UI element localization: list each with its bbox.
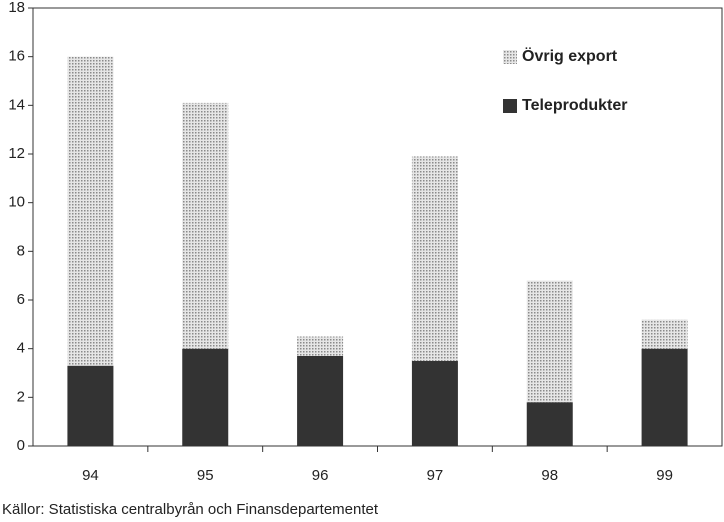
y-tick-label: 2 — [17, 388, 25, 405]
x-tick-label: 95 — [197, 467, 214, 484]
bar-segment — [297, 336, 344, 356]
bar-segment — [526, 402, 573, 446]
plot-frame — [32, 7, 723, 447]
legend-swatch — [503, 99, 517, 113]
bar-segment — [182, 102, 229, 349]
legend-label: Teleprodukter — [522, 97, 628, 114]
y-tick-label: 14 — [8, 96, 25, 113]
y-tick-label: 10 — [8, 194, 25, 211]
bar-segment — [411, 156, 458, 361]
bar-segment — [641, 319, 688, 349]
legend-swatch — [503, 50, 517, 64]
y-tick-label: 4 — [17, 340, 25, 357]
y-tick-label: 12 — [8, 145, 25, 162]
bar-segment — [67, 56, 114, 366]
bar-segment — [297, 355, 344, 446]
y-tick-label: 0 — [17, 437, 25, 454]
legend: Övrig export Teleprodukter — [503, 46, 628, 114]
x-tick-label: 99 — [656, 467, 673, 484]
source: Källor: Statistiska centralbyrån och Fin… — [2, 501, 379, 518]
x-tick-label: 97 — [427, 467, 444, 484]
y-tick-label: 6 — [17, 291, 25, 308]
x-tick-label: 94 — [82, 467, 99, 484]
x-tick-label: 98 — [541, 467, 558, 484]
bar-segment — [182, 348, 229, 446]
y-tick-label: 16 — [8, 48, 25, 65]
bar-segment — [67, 365, 114, 446]
legend-label: Övrig export — [522, 46, 618, 65]
bar-segment — [641, 348, 688, 446]
x-tick-label: 96 — [312, 467, 329, 484]
y-tick-label: 18 — [8, 0, 25, 16]
y-tick-label: 8 — [17, 242, 25, 259]
bar-segment — [411, 360, 458, 446]
bar-segment — [526, 280, 573, 403]
